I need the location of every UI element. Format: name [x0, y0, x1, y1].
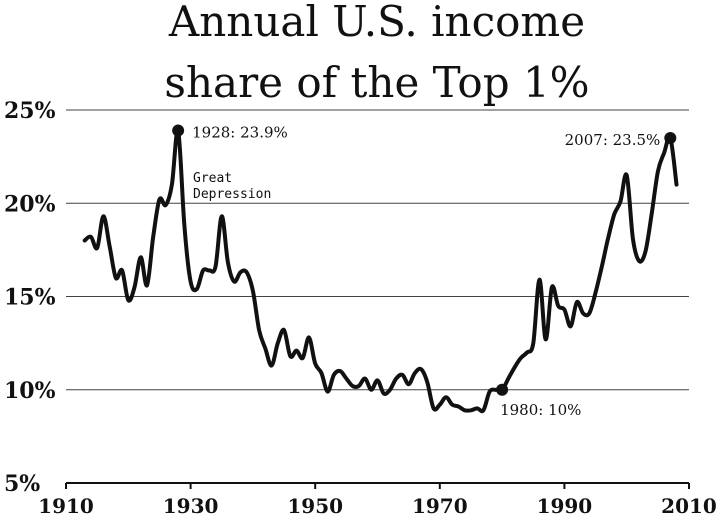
chart-title-line-2: share of the Top 1% — [164, 58, 589, 107]
great-depression-label-2: Depression — [193, 187, 271, 202]
y-tick-label: 10% — [4, 378, 56, 404]
y-tick-label: 20% — [4, 191, 56, 217]
annotation-point — [664, 131, 677, 144]
y-tick-label: 5% — [4, 471, 40, 497]
x-tick-label: 1950 — [287, 494, 343, 518]
y-tick-label: 25% — [4, 98, 56, 124]
annotation-point — [496, 383, 509, 396]
y-tick-label: 15% — [4, 285, 56, 311]
grid-lines — [66, 109, 689, 391]
income-share-line — [82, 128, 679, 414]
x-axis-ticks: 1910 1930 1950 1970 1990 2010 — [38, 483, 717, 518]
annotation-label: 1928: 23.9% — [192, 124, 288, 142]
x-tick-label: 1970 — [412, 494, 468, 518]
x-tick-label: 1990 — [537, 494, 593, 518]
x-tick-label: 2010 — [661, 494, 717, 518]
annotated-points: 1928: 23.9% 1980: 10% 2007: 23.5% — [172, 124, 677, 419]
annotation-label: 2007: 23.5% — [565, 131, 661, 149]
y-axis-ticks: 5% 10% 15% 20% 25% — [4, 98, 56, 497]
great-depression-label-1: Great — [193, 171, 232, 186]
x-tick-label: 1930 — [163, 494, 219, 518]
x-tick-label: 1910 — [38, 494, 94, 518]
chart-title-line-1: Annual U.S. income — [168, 0, 585, 46]
annotation-label: 1980: 10% — [500, 401, 581, 419]
annotation-point — [172, 124, 185, 137]
